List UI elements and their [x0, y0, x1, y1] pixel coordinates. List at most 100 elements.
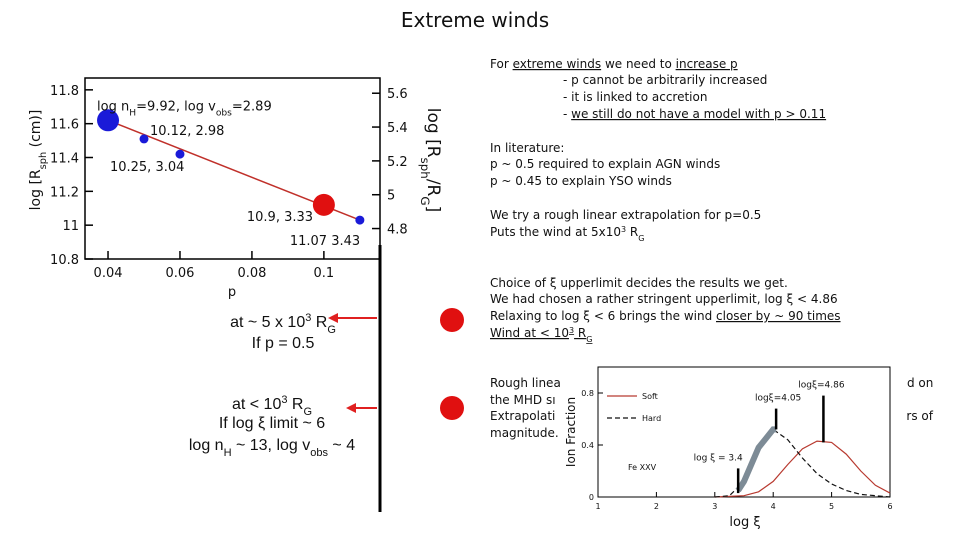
y-axis-label-part: (cm)] — [28, 110, 44, 152]
note-line: magnitude. — [490, 426, 559, 440]
y2-tick-label: 5.6 — [387, 87, 408, 102]
note-text: R — [574, 326, 586, 340]
note-text: we still do not have a model with p > 0.… — [571, 107, 826, 121]
x-tick-label: 1 — [595, 502, 600, 511]
note-line: Puts the wind at 5x103 RG — [490, 225, 644, 243]
note-line: In literature: — [490, 141, 564, 155]
red-dot — [440, 396, 464, 420]
callout-text: 3 — [305, 312, 311, 324]
point — [355, 215, 365, 225]
note-line: Wind at < 103 RG — [490, 326, 592, 344]
y-tick-label: 0.8 — [581, 389, 594, 398]
arrow-head — [346, 403, 356, 413]
callout-text: G — [327, 324, 336, 336]
y2-axis-label-part: log [R — [423, 108, 443, 158]
note-text: Puts the wind at 5x10 — [490, 225, 621, 239]
note-line: - p cannot be arbitrarily increased — [563, 73, 767, 87]
note-line: Rough linea — [490, 376, 561, 390]
y-axis-label-part: sph — [38, 152, 49, 170]
callout-line: at < 103 RG — [232, 394, 312, 418]
note-text: G — [586, 335, 592, 344]
callout-text: G — [303, 406, 312, 418]
note-text: R — [626, 225, 638, 239]
point-label-part: log n — [97, 99, 129, 114]
callout-text: R — [311, 314, 327, 331]
y2-axis-label-part: ] — [423, 206, 443, 213]
x-tick-label: 2 — [654, 502, 659, 511]
point-label-part: =9.92, log v — [136, 99, 216, 114]
note-line: Extrapolati — [490, 409, 555, 423]
callout-text: 3 — [281, 394, 287, 406]
chart-label: Fe XXV — [628, 463, 657, 472]
red-dot — [440, 308, 464, 332]
callout-line: If p = 0.5 — [252, 335, 315, 352]
y2-axis-label-part: G — [418, 196, 432, 205]
y-tick-label: 11.8 — [50, 84, 79, 99]
x-tick-label: 0.08 — [237, 266, 266, 281]
note-line: d on — [907, 376, 933, 390]
legend-label: Soft — [642, 392, 658, 401]
annotation-label: logξ=4.05 — [755, 394, 801, 404]
y-axis-label: log [Rsph (cm)] — [28, 110, 49, 211]
note-line: - we still do not have a model with p > … — [563, 107, 826, 121]
point — [97, 109, 120, 132]
callout-text: log n — [189, 437, 224, 454]
y-axis-label: Ion Fraction — [564, 397, 578, 467]
callout-text: ~ 4 — [328, 437, 355, 454]
point-label-part: obs — [216, 108, 232, 118]
callout-text: H — [224, 447, 232, 459]
x-axis-label: log ξ — [729, 515, 760, 530]
legend-label: Hard — [642, 414, 661, 423]
note-text: increase p — [676, 57, 738, 71]
x-tick-label: 3 — [712, 502, 717, 511]
y-tick-label: 10.8 — [50, 253, 79, 268]
note-line: p ~ 0.5 required to explain AGN winds — [490, 157, 720, 171]
y-tick-label: 11.4 — [50, 152, 79, 167]
x-tick-label: 5 — [829, 502, 834, 511]
note-line: Choice of ξ upperlimit decides the resul… — [490, 276, 788, 290]
point-label: 11.07 3.43 — [290, 234, 360, 249]
note-line: For extreme winds we need to increase p — [490, 57, 738, 71]
inset-background — [566, 360, 906, 535]
note-text: For — [490, 57, 513, 71]
callout-line: at ~ 5 x 103 RG — [230, 312, 336, 336]
plot-frame — [597, 366, 891, 498]
callout-text: ~ 13, log v — [232, 437, 311, 454]
note-line: ers of — [899, 409, 934, 423]
note-text: 3 — [621, 225, 626, 234]
x-tick-label: 0.06 — [165, 266, 194, 281]
y-tick-label: 11 — [62, 219, 79, 234]
note-line: Relaxing to log ξ < 6 brings the wind cl… — [490, 309, 841, 323]
y2-axis-label-part: /R — [423, 179, 443, 197]
point — [139, 134, 149, 144]
note-line: the MHD sı — [490, 393, 556, 407]
series-line — [735, 426, 777, 493]
annotation-label: logξ=4.86 — [798, 381, 845, 391]
callout-text: R — [287, 396, 303, 413]
slide-title: Extreme winds — [401, 8, 549, 32]
y2-tick-label: 5 — [387, 189, 395, 204]
arrow-head — [328, 313, 338, 323]
y2-axis-label-part: sph — [418, 158, 432, 179]
x-axis-label: p — [228, 285, 236, 300]
x-tick-label: 0.1 — [314, 266, 335, 281]
note-text: 3 — [569, 326, 574, 335]
point — [312, 193, 335, 216]
y-tick-label: 11.6 — [50, 118, 79, 133]
note-line: We try a rough linear extrapolation for … — [490, 208, 761, 222]
callout-line: log nH ~ 13, log vobs ~ 4 — [189, 437, 355, 459]
note-line: We had chosen a rather stringent upperli… — [490, 292, 838, 306]
callout-text: If log — [219, 415, 258, 432]
y2-axis-label: log [Rsph/RG] — [418, 108, 443, 212]
point-label: 10.12, 2.98 — [150, 124, 224, 139]
y2-tick-label: 5.2 — [387, 155, 408, 170]
y-axis-label-part: log [R — [28, 169, 44, 210]
series-line — [714, 440, 891, 498]
note-text: extreme winds — [513, 57, 602, 71]
note-text: closer by ~ 90 times — [716, 309, 841, 323]
note-line: p ~ 0.45 to explain YSO winds — [490, 174, 672, 188]
y-tick-label: 0 — [589, 493, 594, 502]
callout-text: at ~ 5 x 10 — [230, 314, 305, 331]
